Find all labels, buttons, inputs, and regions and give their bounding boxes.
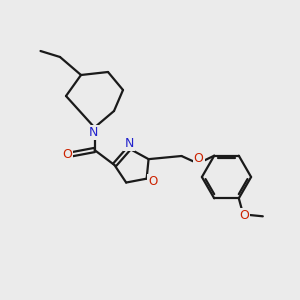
Text: O: O xyxy=(63,148,72,161)
Text: N: N xyxy=(124,136,134,149)
Text: O: O xyxy=(240,209,249,222)
Text: N: N xyxy=(89,126,99,140)
Text: O: O xyxy=(148,175,157,188)
Text: O: O xyxy=(194,152,203,166)
